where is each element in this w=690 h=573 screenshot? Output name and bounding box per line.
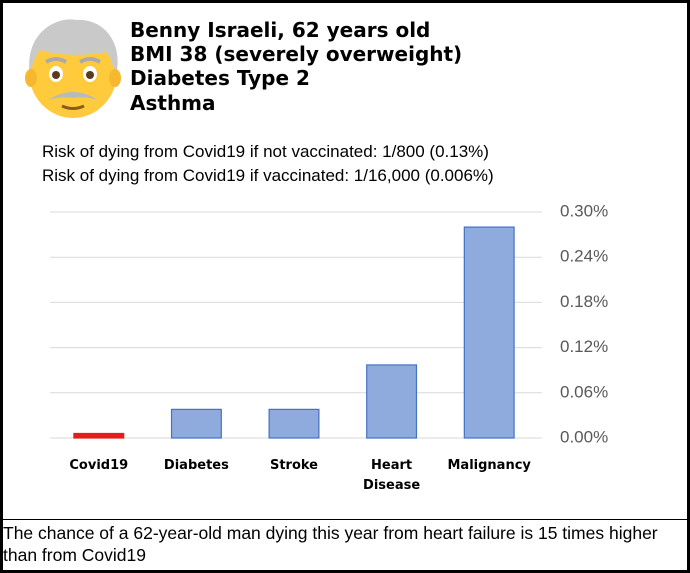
risk-line: Risk of dying from Covid19 if vaccinated… — [42, 166, 494, 185]
y-tick-label: 0.18% — [560, 292, 608, 311]
header-line: Diabetes Type 2 — [130, 66, 310, 90]
chart: 0.00% 0.06% 0.12% 0.18% 0.24% 0.30% — [50, 201, 608, 446]
x-tick-label: Heart Disease — [363, 458, 421, 493]
header-line: Benny Israeli, 62 years old — [130, 18, 431, 42]
x-tick-label-box: Diabetes — [148, 456, 246, 476]
bar — [268, 408, 320, 439]
x-tick-label: Stroke — [269, 458, 318, 473]
x-tick-label-box: Stroke — [245, 456, 343, 476]
header-line: BMI 38 (severely overweight) — [130, 42, 463, 66]
separator — [3, 519, 687, 520]
x-tick-label: Malignancy — [447, 458, 531, 473]
y-tick-label: 0.00% — [560, 427, 608, 446]
header-line: Asthma — [130, 91, 216, 115]
footer-text: The chance of a 62-year-old man dying th… — [3, 523, 658, 565]
x-tick-label: Diabetes — [163, 458, 229, 473]
bar — [73, 432, 125, 439]
y-tick-label: 0.30% — [560, 201, 608, 220]
bar — [463, 226, 515, 439]
bar — [170, 408, 222, 439]
avatar-emoji — [25, 19, 121, 118]
y-tick-label: 0.06% — [560, 382, 608, 401]
bar — [366, 364, 418, 439]
y-tick-label: 0.12% — [560, 337, 608, 356]
x-tick-label: Covid19 — [69, 458, 129, 473]
x-tick-label-box: Heart Disease — [343, 456, 441, 496]
y-tick-label: 0.24% — [560, 247, 608, 266]
x-tick-label-box: Covid19 — [50, 456, 148, 476]
risk-line: Risk of dying from Covid19 if not vaccin… — [42, 142, 489, 161]
x-tick-label-box: Malignancy — [440, 456, 538, 476]
